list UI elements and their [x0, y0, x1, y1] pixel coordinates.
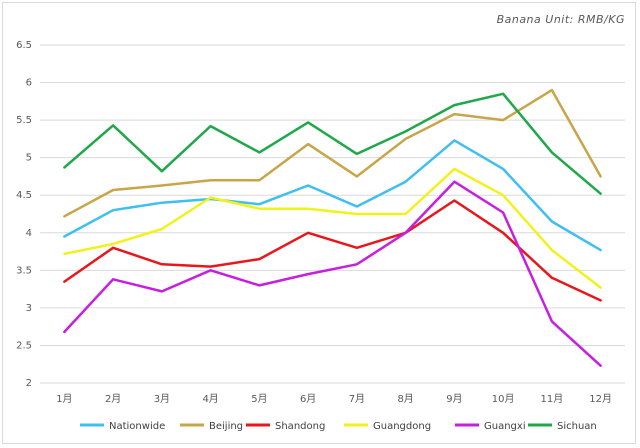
y-tick-label: 5 — [26, 153, 32, 164]
chart-frame: Banana Unit: RMB/KG — [2, 2, 636, 444]
gridlines — [40, 44, 625, 384]
y-tick-label: 3 — [26, 303, 32, 314]
series-lines — [63, 88, 602, 367]
legend-label-beijing: Beijing — [209, 421, 243, 432]
y-tick-label: 6.5 — [16, 40, 32, 51]
chart-title: Banana Unit: RMB/KG — [496, 13, 625, 26]
legend-label-guangxi: Guangxi — [484, 421, 526, 432]
x-tick-label: 11月 — [541, 393, 564, 405]
series-line-guangdong — [63, 167, 602, 289]
legend-label-guangdong: Guangdong — [373, 421, 431, 432]
series-line-guangxi — [63, 180, 602, 367]
x-tick-label: 4月 — [202, 393, 218, 405]
x-tick-label: 1月 — [56, 393, 72, 405]
series-line-sichuan — [63, 92, 602, 195]
legend: Nationwide Beijing Shandong Guangdong Guangx… — [80, 421, 597, 432]
y-tick-label: 2.5 — [16, 340, 32, 351]
y-tick-label: 4 — [26, 228, 32, 239]
y-tick-label: 5.5 — [16, 115, 32, 126]
x-tick-label: 5月 — [251, 393, 267, 405]
x-tick-label: 6月 — [300, 393, 316, 405]
legend-label-shandong: Shandong — [275, 421, 325, 432]
y-axis-ticks: 2 2.5 3 3.5 4 4.5 5 5.5 6 6.5 — [16, 40, 32, 389]
x-tick-label: 7月 — [349, 393, 365, 405]
series-line-beijing — [63, 88, 602, 218]
x-tick-label: 3月 — [154, 393, 170, 405]
x-tick-label: 10月 — [492, 393, 515, 405]
x-tick-label: 9月 — [446, 393, 462, 405]
x-tick-label: 12月 — [589, 393, 612, 405]
x-axis-ticks: 1月 2月 3月 4月 5月 6月 7月 8月 9月 10月 11月 12月 — [56, 393, 612, 405]
y-tick-label: 3.5 — [16, 265, 32, 276]
series-line-nationwide — [63, 139, 602, 252]
y-tick-label: 6 — [26, 78, 32, 89]
x-tick-label: 2月 — [105, 393, 121, 405]
y-tick-label: 4.5 — [16, 190, 32, 201]
series-line-shandong — [63, 199, 602, 302]
y-tick-label: 2 — [26, 378, 32, 389]
legend-label-sichuan: Sichuan — [557, 421, 597, 432]
x-tick-label: 8月 — [397, 393, 413, 405]
legend-label-nationwide: Nationwide — [109, 421, 165, 432]
